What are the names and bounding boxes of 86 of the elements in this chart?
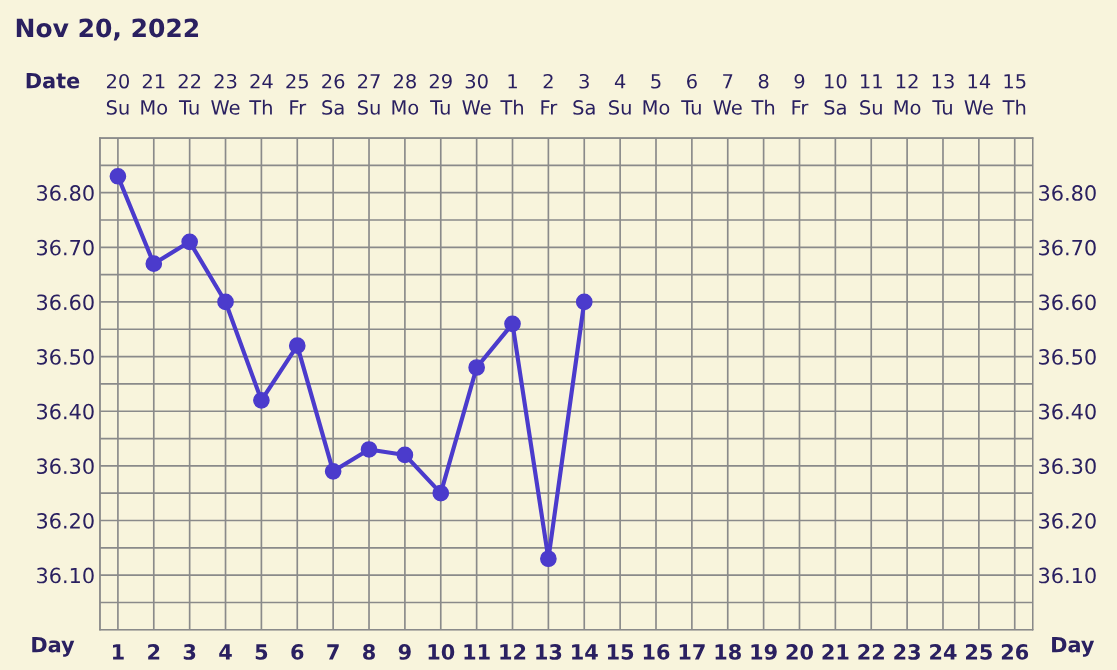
x-tick-label: 16: [643, 644, 670, 660]
x2-tick-label: 9 Fr: [792, 73, 809, 115]
x2-tick-label: 8 Th: [751, 73, 775, 115]
y-tick-label: 36.40: [37, 403, 94, 420]
y2-tick-label: 36.20: [1039, 512, 1096, 529]
x2-tick-label: 20 Su: [106, 73, 129, 115]
x2-tick-label: 6 Tu: [681, 73, 701, 115]
x2-tick-label: 2 Fr: [541, 73, 558, 115]
x2-tick-label: 24 Th: [249, 73, 273, 115]
x2-tick-label: 30 We: [462, 73, 491, 115]
x-tick-label: 23: [894, 644, 920, 660]
point: [217, 293, 234, 311]
x2-tick-label: 5 Mo: [643, 74, 670, 115]
x-tick-label: 6: [291, 644, 304, 660]
y2-tick-label: 36.80: [1039, 185, 1096, 201]
x-tick-label: 12: [500, 644, 526, 660]
x2-tick-label: 7 We: [713, 74, 742, 115]
x2-tick-label: 23 We: [211, 73, 240, 115]
x2-tick-label: 15 Th: [1002, 74, 1026, 115]
x-tick-label: 26: [1001, 644, 1029, 660]
text: Day: [32, 636, 75, 657]
x-tick-label: 13: [536, 644, 562, 660]
point: [540, 550, 557, 568]
x-tick-label: 10: [428, 644, 455, 660]
point: [145, 255, 163, 273]
point: [504, 315, 521, 333]
x-tick-label: 5: [255, 644, 268, 660]
x-axis-title: Day: [1052, 636, 1095, 657]
point: [181, 233, 198, 251]
y2-tick-label: 36.10: [1039, 567, 1096, 584]
x-tick-label: 3: [183, 644, 196, 660]
y-tick-label: 36.70: [37, 239, 94, 256]
x-tick-label: 1: [113, 644, 124, 660]
x-tick-label: 15: [607, 644, 634, 660]
point: [324, 463, 342, 480]
point: [396, 446, 414, 464]
x2-tick-label: 13 Tu: [932, 73, 954, 115]
x2-tick-label: 21 Mo: [141, 73, 168, 115]
x2-tick-label: 12 Mo: [894, 73, 921, 115]
x-tick-label: 22: [858, 644, 884, 660]
x-tick-label: 25: [966, 644, 992, 660]
x-tick-label: 11: [464, 644, 490, 660]
x2-tick-label: 11 Su: [860, 74, 882, 115]
y2-tick-label: 36.40: [1039, 403, 1096, 420]
y-tick-label: 36.60: [37, 294, 94, 311]
x2-tick-label: 4 Su: [609, 74, 631, 115]
x2-tick-label: 27 Su: [357, 73, 380, 115]
x-tick-label: 21: [822, 644, 849, 660]
point: [109, 167, 127, 185]
y-tick-label: 36.80: [37, 185, 94, 201]
x2-tick-label: 3 Sa: [573, 73, 595, 115]
y2-tick-label: 36.30: [1039, 458, 1096, 475]
x-tick-label: 14: [572, 644, 598, 660]
x-tick-label: 8: [363, 644, 375, 660]
x2-tick-label: 29 Tu: [429, 73, 452, 115]
x-tick-label: 18: [715, 644, 741, 660]
point: [288, 337, 306, 354]
y-tick-label: 36.20: [37, 512, 94, 529]
x2-tick-label: 26 Sa: [322, 73, 345, 115]
point: [575, 293, 593, 311]
x-tick-label: 24: [930, 644, 957, 660]
x2-tick-label: 10 Sa: [824, 73, 847, 115]
x-tick-label: 19: [751, 644, 777, 660]
x2-tick-label: 1 Th: [500, 74, 523, 115]
y2-tick-label: 36.60: [1039, 294, 1096, 311]
x-tick-label: 9: [398, 644, 411, 660]
y2-tick-label: 36.70: [1039, 239, 1096, 256]
point: [468, 359, 485, 376]
point: [432, 484, 450, 502]
x-tick-label: 17: [679, 644, 705, 660]
chart-title: Nov 20, 2022: [16, 18, 199, 41]
x2-tick-label: 14 We: [964, 74, 993, 115]
x2-tick-label: 25 Fr: [286, 73, 308, 115]
x-tick-label: 2: [148, 644, 160, 660]
x2-tick-label: 28 Mo: [392, 73, 419, 115]
x2-tick-label: 22 Tu: [178, 73, 201, 115]
x-tick-label: 4: [219, 644, 232, 660]
point: [360, 441, 378, 458]
y-tick-label: 36.50: [37, 349, 94, 365]
y-tick-label: 36.30: [37, 458, 94, 475]
y2-tick-label: 36.50: [1039, 349, 1096, 365]
point: [253, 391, 270, 409]
x-tick-label: 7: [327, 644, 339, 660]
x-tick-label: 20: [786, 644, 813, 660]
x2-axis-title: Date: [26, 72, 80, 89]
y-tick-label: 36.10: [37, 567, 94, 584]
